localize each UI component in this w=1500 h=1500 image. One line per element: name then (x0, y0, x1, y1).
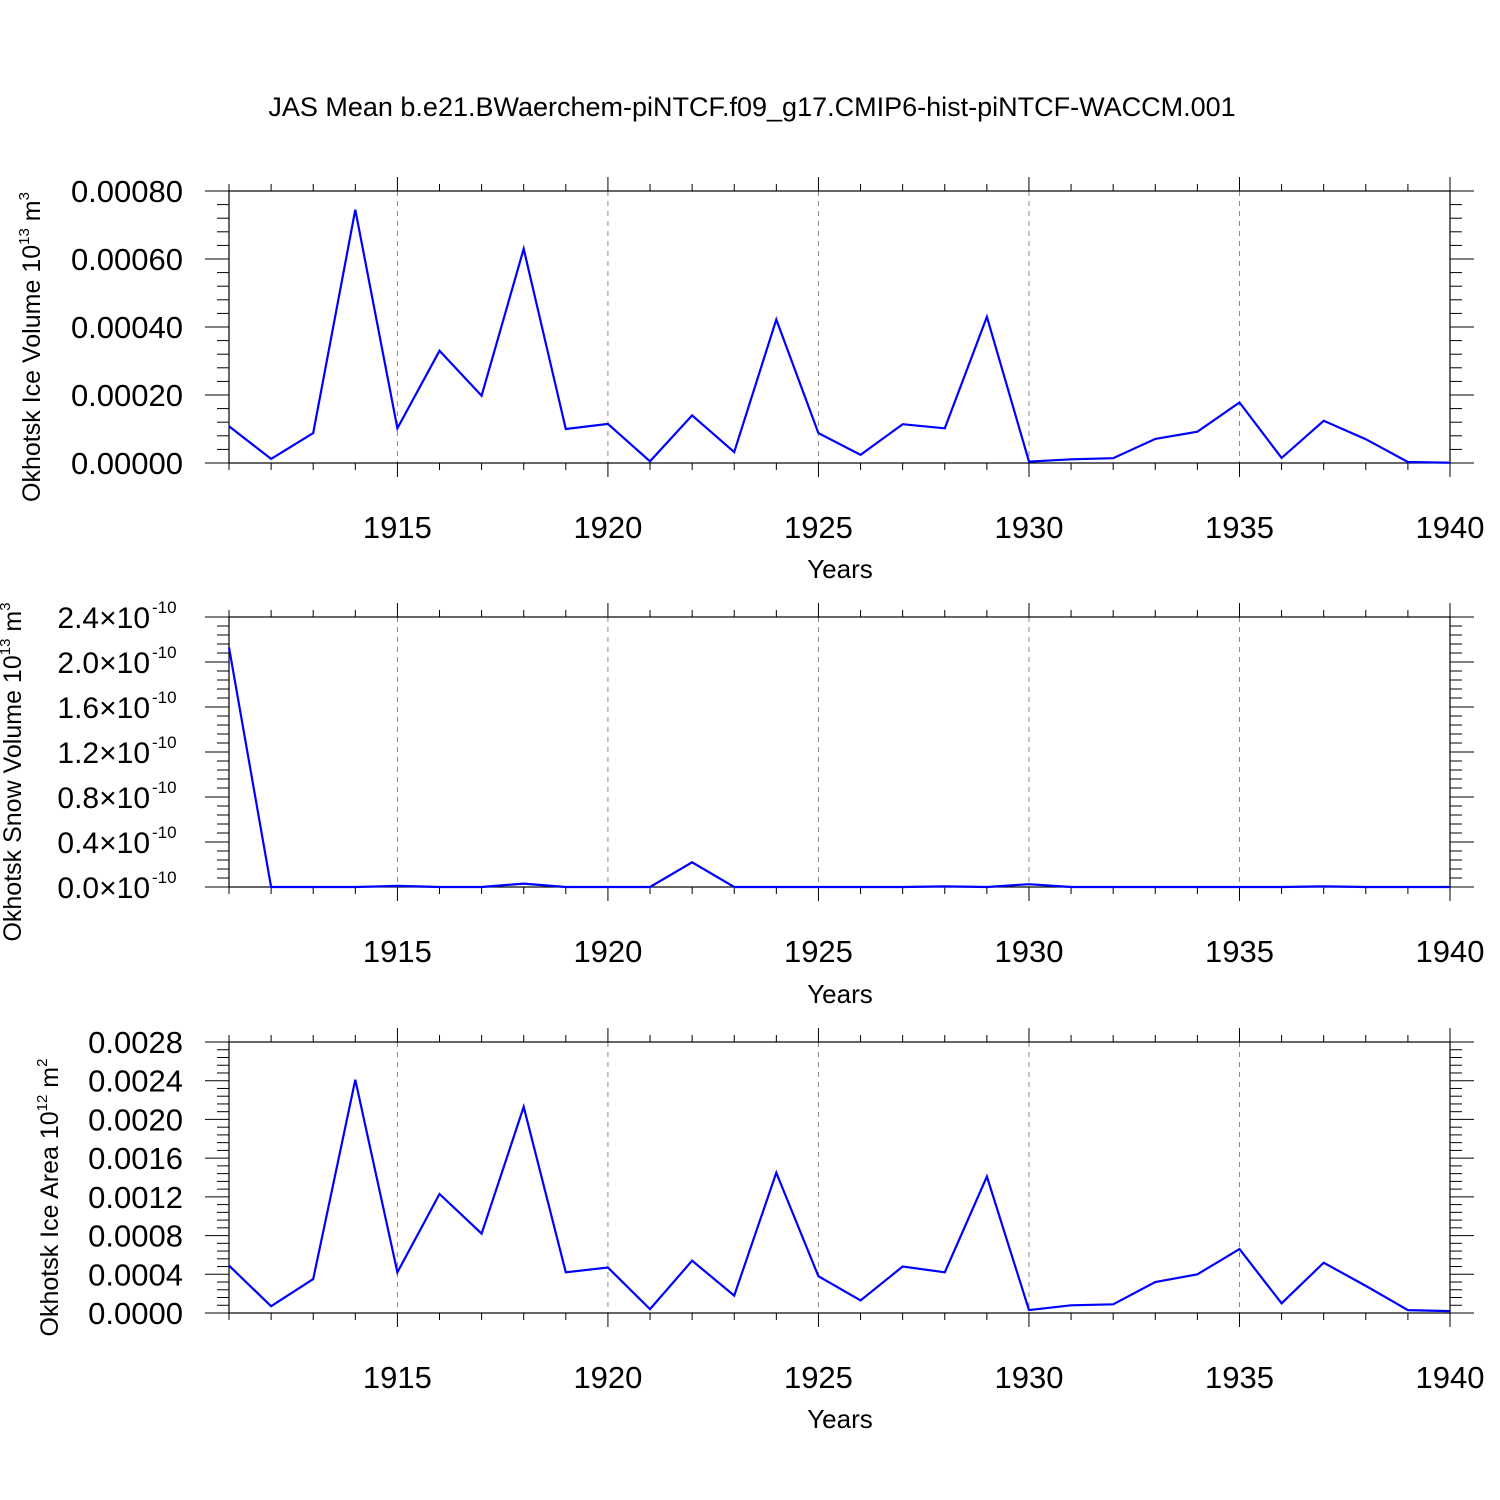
y-tick-exponent: -10 (152, 868, 177, 887)
chart-title: JAS Mean b.e21.BWaerchem-piNTCF.f09_g17.… (268, 92, 1235, 122)
plot-frame (228, 1041, 1451, 1314)
y-tick-exponent: -10 (152, 643, 177, 662)
panel-1: 1915 1920 1925 1930 1935 1940 Years 0.00000 0.00… (16, 174, 1484, 584)
y-tick-label: 0.00040 (71, 310, 183, 345)
x-tick-label: 1920 (573, 934, 642, 969)
x-tick-label: 1935 (1205, 934, 1274, 969)
x-axis-label: Years (807, 554, 873, 584)
x-axis-label: Years (807, 979, 873, 1009)
y-tick-exponent: -10 (152, 688, 177, 707)
y-tick-label: 0.00080 (71, 174, 183, 209)
series-line (228, 1079, 1451, 1313)
plot-frame (228, 616, 1451, 888)
y-axis-label-text: Okhotsk Snow Volume 10 (0, 655, 27, 941)
y-axis-label-unit-exponent: 3 (16, 192, 33, 200)
x-tick-label: 1930 (994, 1360, 1063, 1395)
y-tick-value: 2.4 (57, 602, 99, 635)
y-tick-multiplier: ×10 (99, 737, 150, 770)
y-axis-label-text: Okhotsk Ice Volume 10 (18, 245, 46, 502)
plot-frame (228, 190, 1451, 464)
y-tick-value: 0.0 (57, 872, 99, 905)
y-tick-label: 0.0016 (88, 1141, 183, 1176)
y-tick-multiplier: ×10 (99, 602, 150, 635)
x-tick-label: 1920 (573, 510, 642, 545)
y-tick-multiplier: ×10 (99, 782, 150, 815)
y-tick-label: 0.00060 (71, 242, 183, 277)
y-tick-label: 0.00000 (71, 446, 183, 481)
y-tick-exponent: -10 (152, 598, 177, 617)
y-tick-label: 0.00020 (71, 378, 183, 413)
y-tick-label: 0.0008 (88, 1219, 183, 1254)
x-tick-label: 1930 (994, 934, 1063, 969)
y-tick-label: 0.0024 (88, 1064, 183, 1099)
x-tick-label: 1915 (363, 510, 432, 545)
y-axis-label-exponent: 13 (0, 639, 14, 656)
y-tick-label: 2.0×10 (57, 647, 150, 680)
x-tick-label: 1925 (784, 510, 853, 545)
y-tick-exponent: -10 (152, 733, 177, 752)
x-tick-label: 1940 (1416, 510, 1485, 545)
y-tick-label: 0.0028 (88, 1025, 183, 1060)
y-axis-label: Okhotsk Ice Volume 1013 m3 (16, 192, 46, 502)
y-tick-label: 1.2×10 (57, 737, 150, 770)
y-axis-label-unit: m (36, 1067, 64, 1095)
series-line (227, 647, 1450, 889)
x-tick-label: 1935 (1205, 1360, 1274, 1395)
x-tick-label: 1930 (994, 510, 1063, 545)
x-tick-label: 1925 (784, 1360, 853, 1395)
y-axis-label-exponent: 13 (16, 228, 33, 245)
y-axis-label: Okhotsk Ice Area 1012 m2 (34, 1059, 64, 1337)
series-line (228, 209, 1451, 464)
y-axis-label-text: Okhotsk Ice Area 10 (36, 1111, 64, 1336)
x-tick-label: 1915 (363, 1360, 432, 1395)
y-tick-value: 0.4 (57, 827, 99, 860)
y-tick-value: 0.8 (57, 782, 99, 815)
y-axis-label-unit-exponent: 2 (34, 1059, 51, 1067)
panel-3: 1915 1920 1925 1930 1935 1940 Years 0.0000 0.000… (34, 1025, 1484, 1434)
y-tick-label: 0.0000 (88, 1296, 183, 1331)
y-tick-label: 0.0004 (88, 1257, 183, 1292)
y-tick-value: 1.2 (57, 737, 99, 770)
y-tick-value: 1.6 (57, 692, 99, 725)
y-tick-label: 0.4×10 (57, 827, 150, 860)
x-tick-label: 1940 (1416, 934, 1485, 969)
x-tick-label: 1925 (784, 934, 853, 969)
y-tick-label: 0.8×10 (57, 782, 150, 815)
y-axis-label-unit: m (18, 200, 46, 228)
y-axis-label-exponent: 12 (34, 1095, 51, 1112)
y-tick-multiplier: ×10 (99, 692, 150, 725)
x-tick-label: 1920 (573, 1360, 642, 1395)
x-axis-label: Years (807, 1404, 873, 1434)
y-tick-label: 1.6×10 (57, 692, 150, 725)
y-axis-label-unit: m (0, 611, 27, 639)
x-tick-label: 1935 (1205, 510, 1274, 545)
y-tick-label: 2.4×10 (57, 602, 150, 635)
y-tick-multiplier: ×10 (99, 872, 150, 905)
y-axis-label: Okhotsk Snow Volume 1013 m3 (0, 602, 27, 941)
y-tick-exponent: -10 (152, 823, 177, 842)
x-tick-label: 1915 (363, 934, 432, 969)
y-tick-multiplier: ×10 (99, 647, 150, 680)
y-tick-value: 2.0 (57, 647, 99, 680)
y-tick-label: 0.0012 (88, 1180, 183, 1215)
y-tick-label: 0.0020 (88, 1102, 183, 1137)
y-tick-label: 0.0×10 (57, 872, 150, 905)
y-tick-exponent: -10 (152, 778, 177, 797)
y-axis-label-unit-exponent: 3 (0, 602, 14, 610)
x-tick-label: 1940 (1416, 1360, 1485, 1395)
y-tick-multiplier: ×10 (99, 827, 150, 860)
